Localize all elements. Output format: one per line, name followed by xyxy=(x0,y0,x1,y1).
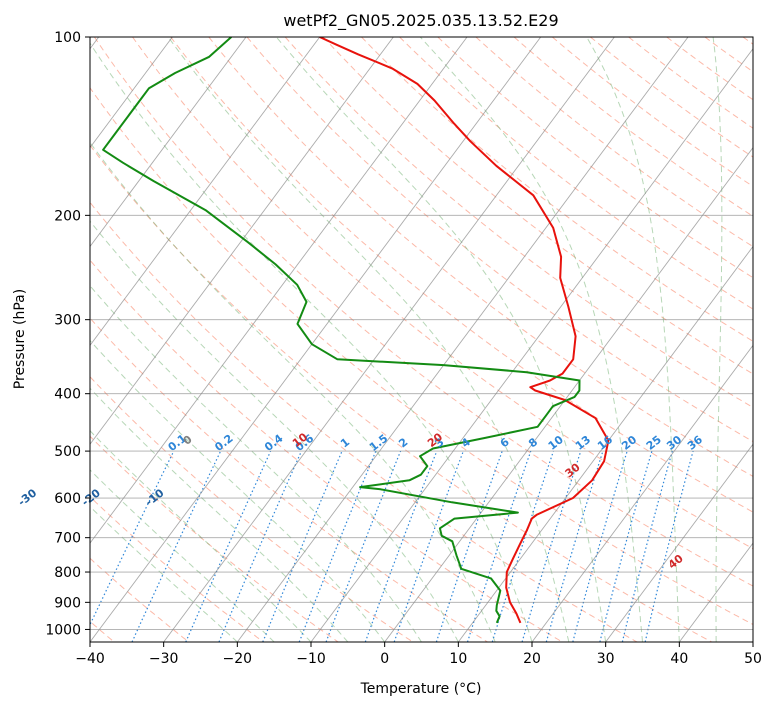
y-tick-label: 400 xyxy=(54,387,81,403)
moist-adiabat-line xyxy=(275,37,607,642)
dry-adiabat-line xyxy=(90,87,753,626)
x-tick-label: 50 xyxy=(744,651,762,667)
x-tick-label: −20 xyxy=(223,651,253,667)
moist-adiabat-line xyxy=(90,430,312,642)
dry-adiabat-line xyxy=(90,144,712,642)
x-tick-label: 20 xyxy=(523,651,541,667)
y-tick-label: 100 xyxy=(54,30,81,46)
y-tick-label: 1000 xyxy=(45,622,81,638)
y-tick-label: 300 xyxy=(54,313,81,329)
x-tick-label: 40 xyxy=(670,651,688,667)
mixing-ratio-line xyxy=(435,450,503,642)
dry-adiabat-line xyxy=(90,259,563,642)
moist-adiabat-line xyxy=(90,387,349,642)
isotherm-line xyxy=(90,37,542,642)
dry-adiabat-line xyxy=(170,37,753,513)
plot-frame xyxy=(89,36,754,643)
x-tick-label: −40 xyxy=(75,651,105,667)
y-tick-label: 200 xyxy=(54,208,81,224)
moist-adiabat-line xyxy=(90,284,422,642)
mixing-ratio-line xyxy=(545,450,604,642)
dry-adiabat-line xyxy=(399,37,753,310)
x-tick-label: −10 xyxy=(296,651,326,667)
isotherm-line xyxy=(163,37,615,642)
moist-adiabat-line xyxy=(90,220,459,642)
series-layer xyxy=(102,37,610,624)
isotherm-line xyxy=(605,443,753,642)
moist-adiabat-line xyxy=(167,37,570,642)
moist-adiabat-line xyxy=(90,42,533,642)
moist-adiabat-line xyxy=(586,37,680,642)
dry-adiabat-line xyxy=(90,496,264,642)
isotherm-line xyxy=(90,37,247,248)
dry-adiabat-line xyxy=(90,201,638,642)
dry-adiabat-line xyxy=(90,557,190,642)
isotherm-line xyxy=(90,37,173,149)
y-tick-label: 700 xyxy=(54,531,81,547)
x-axis-label: Temperature (°C) xyxy=(360,681,482,697)
dry-adiabat-line xyxy=(93,37,753,587)
x-tick-label: 30 xyxy=(597,651,615,667)
moist-adiabat-line xyxy=(712,37,723,642)
isotherm-line xyxy=(90,37,394,445)
temperature-profile-line xyxy=(319,37,610,624)
isotherm-line xyxy=(236,37,689,642)
isotherm-line xyxy=(531,344,753,642)
x-tick-label: 0 xyxy=(380,651,389,667)
x-tick-label: −30 xyxy=(149,651,179,667)
moist-adiabat-line xyxy=(90,339,386,642)
dry-adiabat-line xyxy=(208,37,753,477)
mixing-ratio-line xyxy=(364,450,438,642)
y-tick-label: 800 xyxy=(54,565,81,581)
moist-adiabat-line xyxy=(90,505,238,642)
isotherm-line xyxy=(310,47,753,642)
mixing-ratio-line xyxy=(185,450,272,642)
y-axis-label: Pressure (hPa) xyxy=(12,289,28,389)
chart-title: wetPf2_GN05.2025.035.13.52.E29 xyxy=(283,11,558,31)
isotherm-line xyxy=(90,37,321,347)
y-tick-label: 600 xyxy=(54,491,81,507)
mixing-ratio-line xyxy=(621,450,673,642)
dry-adiabat-line xyxy=(90,376,414,642)
moist-adiabat-line xyxy=(90,469,275,642)
dewpoint-profile-line xyxy=(102,37,581,624)
mixing-ratio-line xyxy=(572,450,628,642)
moist-adiabat-line xyxy=(90,141,496,642)
isotherm-line xyxy=(90,37,468,544)
y-tick-label: 900 xyxy=(54,595,81,611)
mixing-ratio-line xyxy=(521,450,582,642)
y-tick-label: 500 xyxy=(54,444,81,460)
isotherm-line xyxy=(384,146,753,642)
mixing-ratio-line xyxy=(325,450,402,642)
axis-layer: −40 −30 −20 −10 0 10 20 30 40 50 100 200 300 400 500 60… xyxy=(45,30,762,667)
x-tick-label: 10 xyxy=(449,651,467,667)
mixing-ratio-line xyxy=(599,450,653,642)
dry-adiabat-line xyxy=(361,37,753,342)
grid-layer xyxy=(90,37,753,642)
mixing-ratio-line xyxy=(262,450,343,642)
mixing-ratio-line xyxy=(466,450,532,642)
isotherm-line xyxy=(457,245,753,642)
moist-adiabat-line xyxy=(419,37,643,642)
mixing-ratio-line xyxy=(218,450,302,642)
mixing-ratio-line xyxy=(298,450,377,642)
dry-adiabat-line xyxy=(90,317,488,642)
